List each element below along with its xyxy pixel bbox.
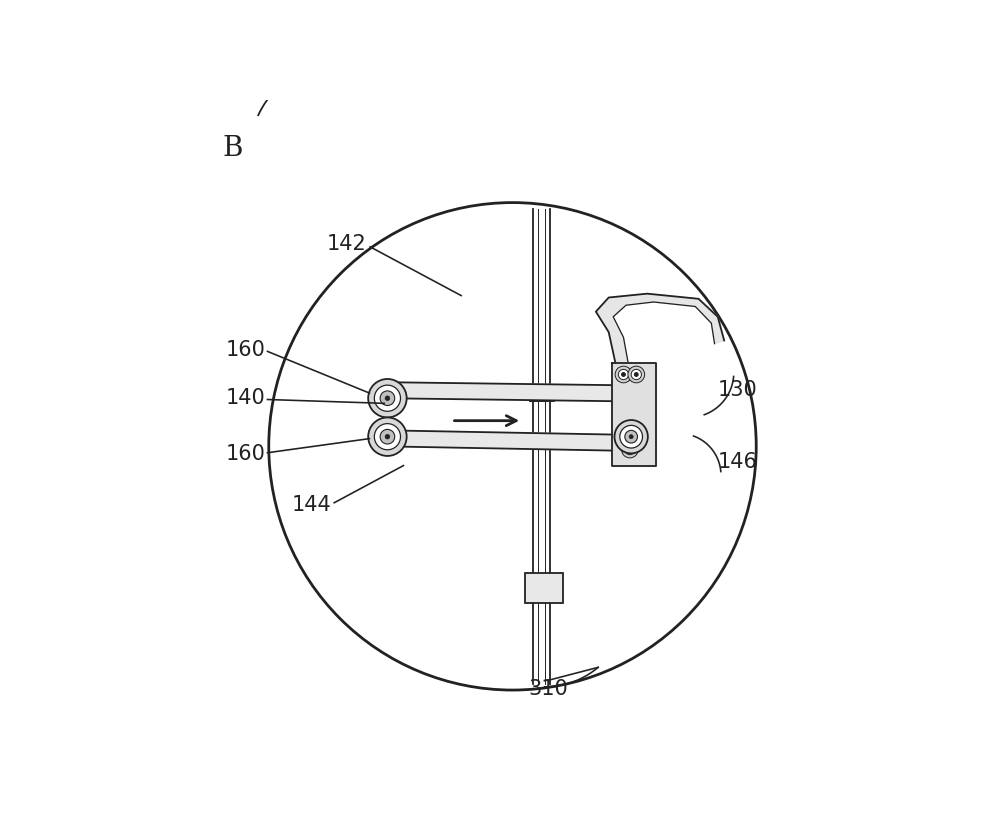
Circle shape xyxy=(628,367,645,383)
Text: 160: 160 xyxy=(226,340,266,360)
Circle shape xyxy=(625,444,635,455)
Text: 140: 140 xyxy=(226,388,266,408)
Circle shape xyxy=(629,435,633,439)
Polygon shape xyxy=(596,294,724,362)
Polygon shape xyxy=(384,382,631,402)
Circle shape xyxy=(368,417,407,456)
Circle shape xyxy=(622,372,625,377)
Circle shape xyxy=(620,426,643,448)
Circle shape xyxy=(380,391,395,406)
Polygon shape xyxy=(384,431,625,451)
Circle shape xyxy=(374,385,401,412)
Bar xyxy=(525,572,563,603)
Circle shape xyxy=(614,420,648,453)
Circle shape xyxy=(385,434,390,439)
Circle shape xyxy=(368,379,407,417)
Circle shape xyxy=(380,429,395,444)
Polygon shape xyxy=(612,363,656,466)
Text: 310: 310 xyxy=(528,679,568,699)
Circle shape xyxy=(622,441,638,458)
Circle shape xyxy=(385,396,390,401)
Circle shape xyxy=(615,367,632,383)
Circle shape xyxy=(628,447,632,451)
Text: 142: 142 xyxy=(327,234,366,254)
Text: B: B xyxy=(223,135,243,162)
Text: 144: 144 xyxy=(292,496,332,516)
Circle shape xyxy=(374,424,401,450)
Circle shape xyxy=(618,369,629,380)
Text: 130: 130 xyxy=(718,380,758,400)
Circle shape xyxy=(625,431,637,443)
Circle shape xyxy=(634,372,638,377)
Text: 146: 146 xyxy=(718,452,758,472)
Circle shape xyxy=(631,369,641,380)
Text: 160: 160 xyxy=(226,444,266,464)
